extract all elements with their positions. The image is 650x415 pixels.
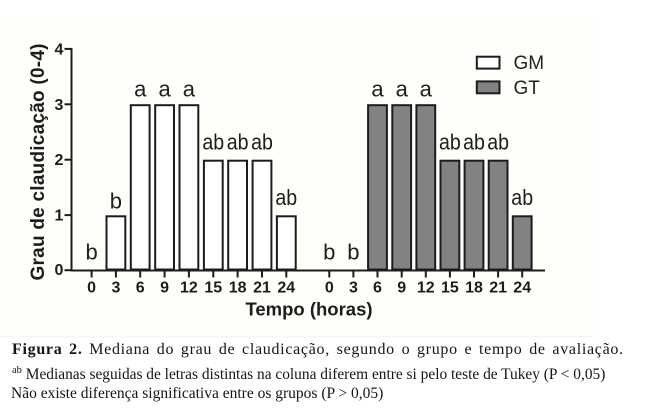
svg-text:a: a xyxy=(396,76,409,101)
svg-text:ab: ab xyxy=(202,130,224,155)
svg-text:a: a xyxy=(158,76,171,101)
svg-text:24: 24 xyxy=(513,280,531,297)
svg-text:21: 21 xyxy=(253,280,271,297)
svg-text:3: 3 xyxy=(54,97,63,114)
svg-text:6: 6 xyxy=(136,280,145,297)
svg-text:ab: ab xyxy=(511,185,533,210)
svg-text:9: 9 xyxy=(160,280,169,297)
svg-text:18: 18 xyxy=(465,280,483,297)
svg-text:12: 12 xyxy=(180,280,198,297)
svg-text:Tempo (horas): Tempo (horas) xyxy=(245,299,372,320)
svg-text:ab: ab xyxy=(275,185,297,210)
svg-text:b: b xyxy=(323,239,335,264)
svg-text:a: a xyxy=(371,76,384,101)
svg-text:ab: ab xyxy=(251,130,273,155)
svg-text:12: 12 xyxy=(417,280,435,297)
svg-text:6: 6 xyxy=(373,280,382,297)
svg-text:a: a xyxy=(134,76,147,101)
svg-text:15: 15 xyxy=(441,280,459,297)
svg-text:0: 0 xyxy=(54,262,63,279)
svg-text:ab: ab xyxy=(487,130,509,155)
svg-text:9: 9 xyxy=(397,280,406,297)
svg-text:a: a xyxy=(420,76,433,101)
svg-text:21: 21 xyxy=(489,280,507,297)
svg-text:ab: ab xyxy=(227,130,249,155)
svg-text:24: 24 xyxy=(277,280,295,297)
svg-text:1: 1 xyxy=(54,208,63,225)
svg-text:b: b xyxy=(347,239,359,264)
svg-text:2: 2 xyxy=(54,152,63,169)
svg-text:Grau de claudicação (0-4): Grau de claudicação (0-4) xyxy=(28,44,49,281)
svg-text:0: 0 xyxy=(325,280,334,297)
svg-text:3: 3 xyxy=(111,280,120,297)
svg-text:4: 4 xyxy=(54,41,63,58)
svg-text:ab: ab xyxy=(439,130,461,155)
svg-text:ab: ab xyxy=(463,130,485,155)
svg-text:b: b xyxy=(110,189,122,214)
svg-text:3: 3 xyxy=(349,280,358,297)
svg-text:15: 15 xyxy=(204,280,222,297)
svg-text:0: 0 xyxy=(87,280,96,297)
svg-text:GM: GM xyxy=(514,53,545,74)
svg-text:a: a xyxy=(183,76,196,101)
svg-text:GT: GT xyxy=(514,78,541,99)
svg-text:b: b xyxy=(85,239,97,264)
svg-text:18: 18 xyxy=(229,280,247,297)
